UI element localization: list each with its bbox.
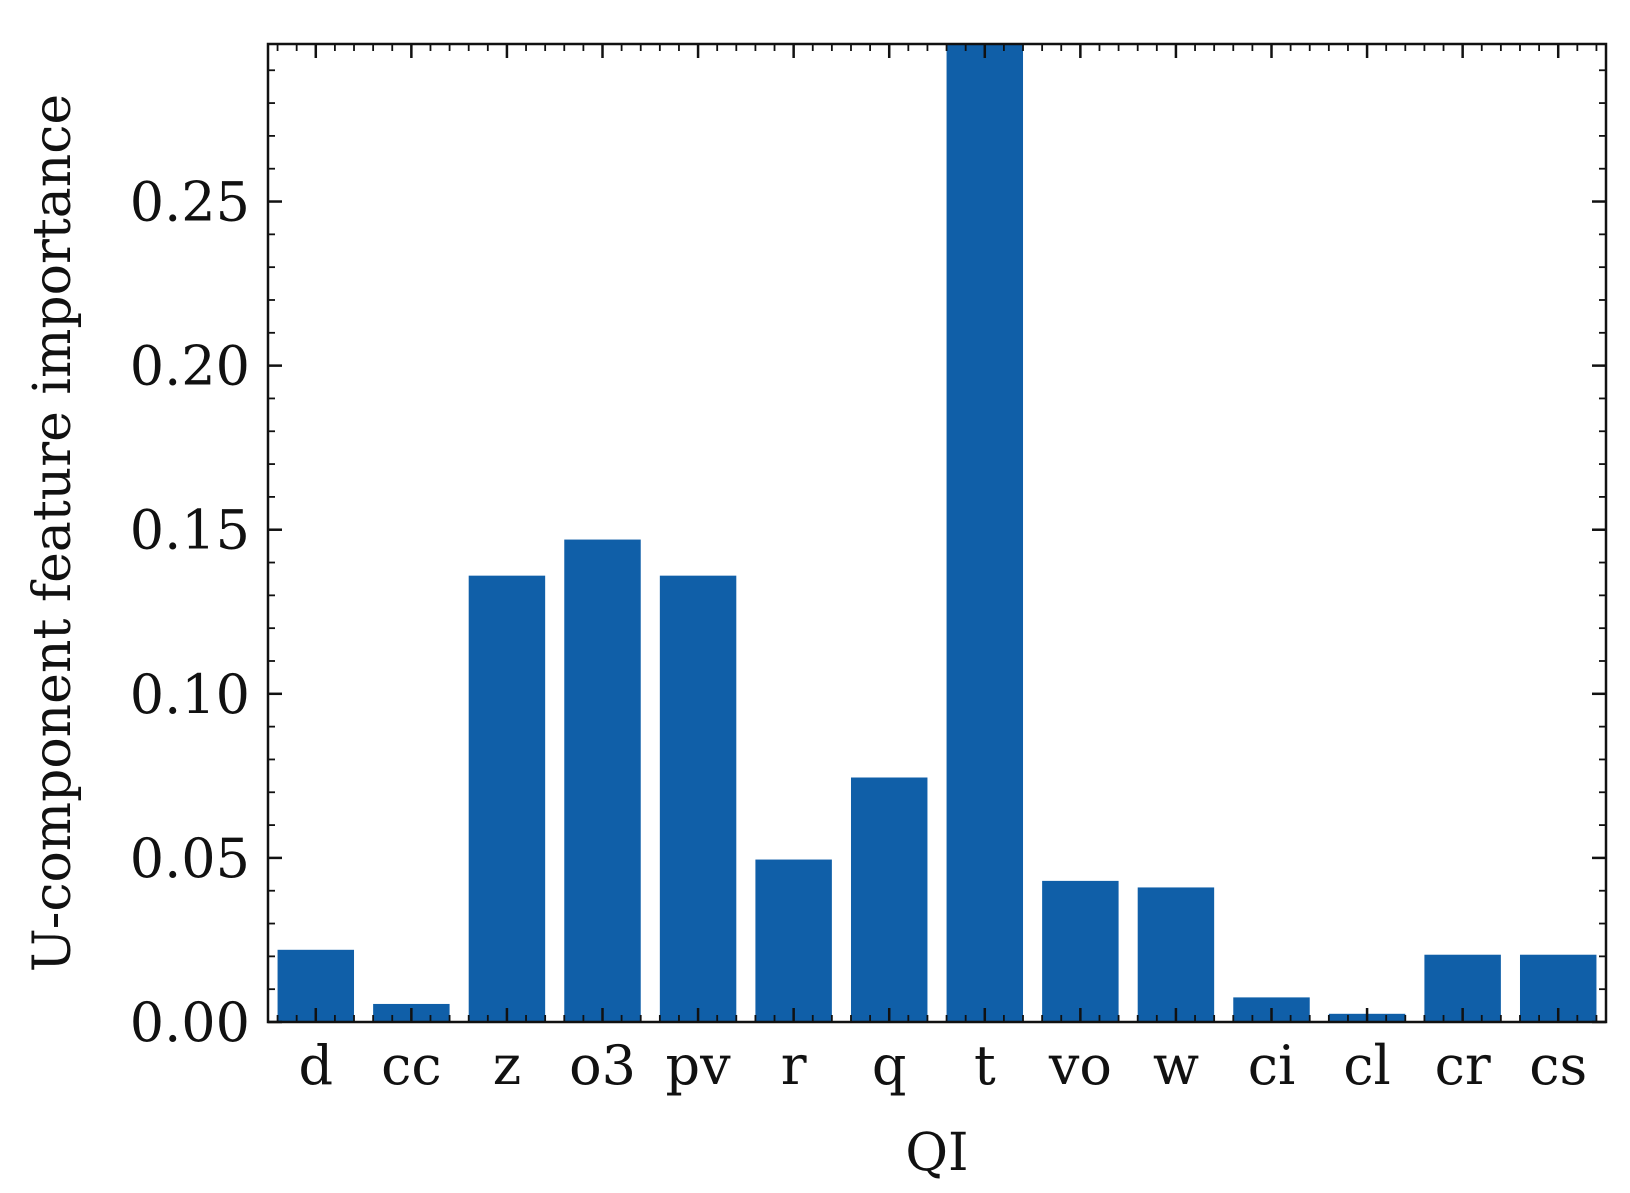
x-axis-label: QI: [905, 1123, 968, 1183]
y-tick-labels: 0.00 0.05 0.10 0.15 0.20 0.25: [130, 171, 250, 1054]
x-tick-label: cs: [1529, 1034, 1587, 1097]
x-tick-label: w: [1153, 1034, 1199, 1097]
x-tick-label: cc: [381, 1034, 442, 1097]
y-tick-label: 0.05: [130, 827, 250, 890]
bar-vo: [1042, 880, 1119, 1022]
bar-pv: [659, 575, 737, 1022]
x-tick-labels: d cc z o3 pv r q t vo w ci cl cr cs: [299, 1034, 1588, 1097]
bar-t: [946, 44, 1024, 1022]
y-tick-label: 0.20: [130, 335, 250, 398]
bar-q: [850, 777, 928, 1022]
x-tick-label: d: [299, 1034, 334, 1097]
bar-r: [755, 859, 832, 1022]
x-tick-label: cr: [1435, 1034, 1491, 1097]
bar-o3: [564, 539, 641, 1022]
x-tick-label: ci: [1248, 1034, 1296, 1097]
x-tick-label: z: [493, 1034, 521, 1097]
plot-frame: [266, 42, 1608, 1024]
bar-z: [468, 575, 546, 1022]
y-tick-label: 0.25: [130, 171, 250, 234]
x-tick-label: q: [872, 1034, 907, 1097]
x-tick-label: r: [781, 1034, 807, 1097]
x-tick-label: t: [974, 1034, 996, 1097]
x-tick-label: cl: [1343, 1034, 1391, 1097]
x-tick-label: o3: [569, 1034, 636, 1097]
y-tick-label: 0.15: [130, 499, 250, 562]
y-tick-label: 0.00: [130, 991, 250, 1054]
y-tick-label: 0.10: [130, 663, 250, 726]
y-axis-label: U-component feature importance: [23, 94, 83, 972]
x-tick-label: vo: [1048, 1034, 1112, 1097]
x-tick-label: pv: [666, 1034, 732, 1097]
bars: [277, 44, 1597, 1022]
bar-w: [1137, 887, 1215, 1022]
